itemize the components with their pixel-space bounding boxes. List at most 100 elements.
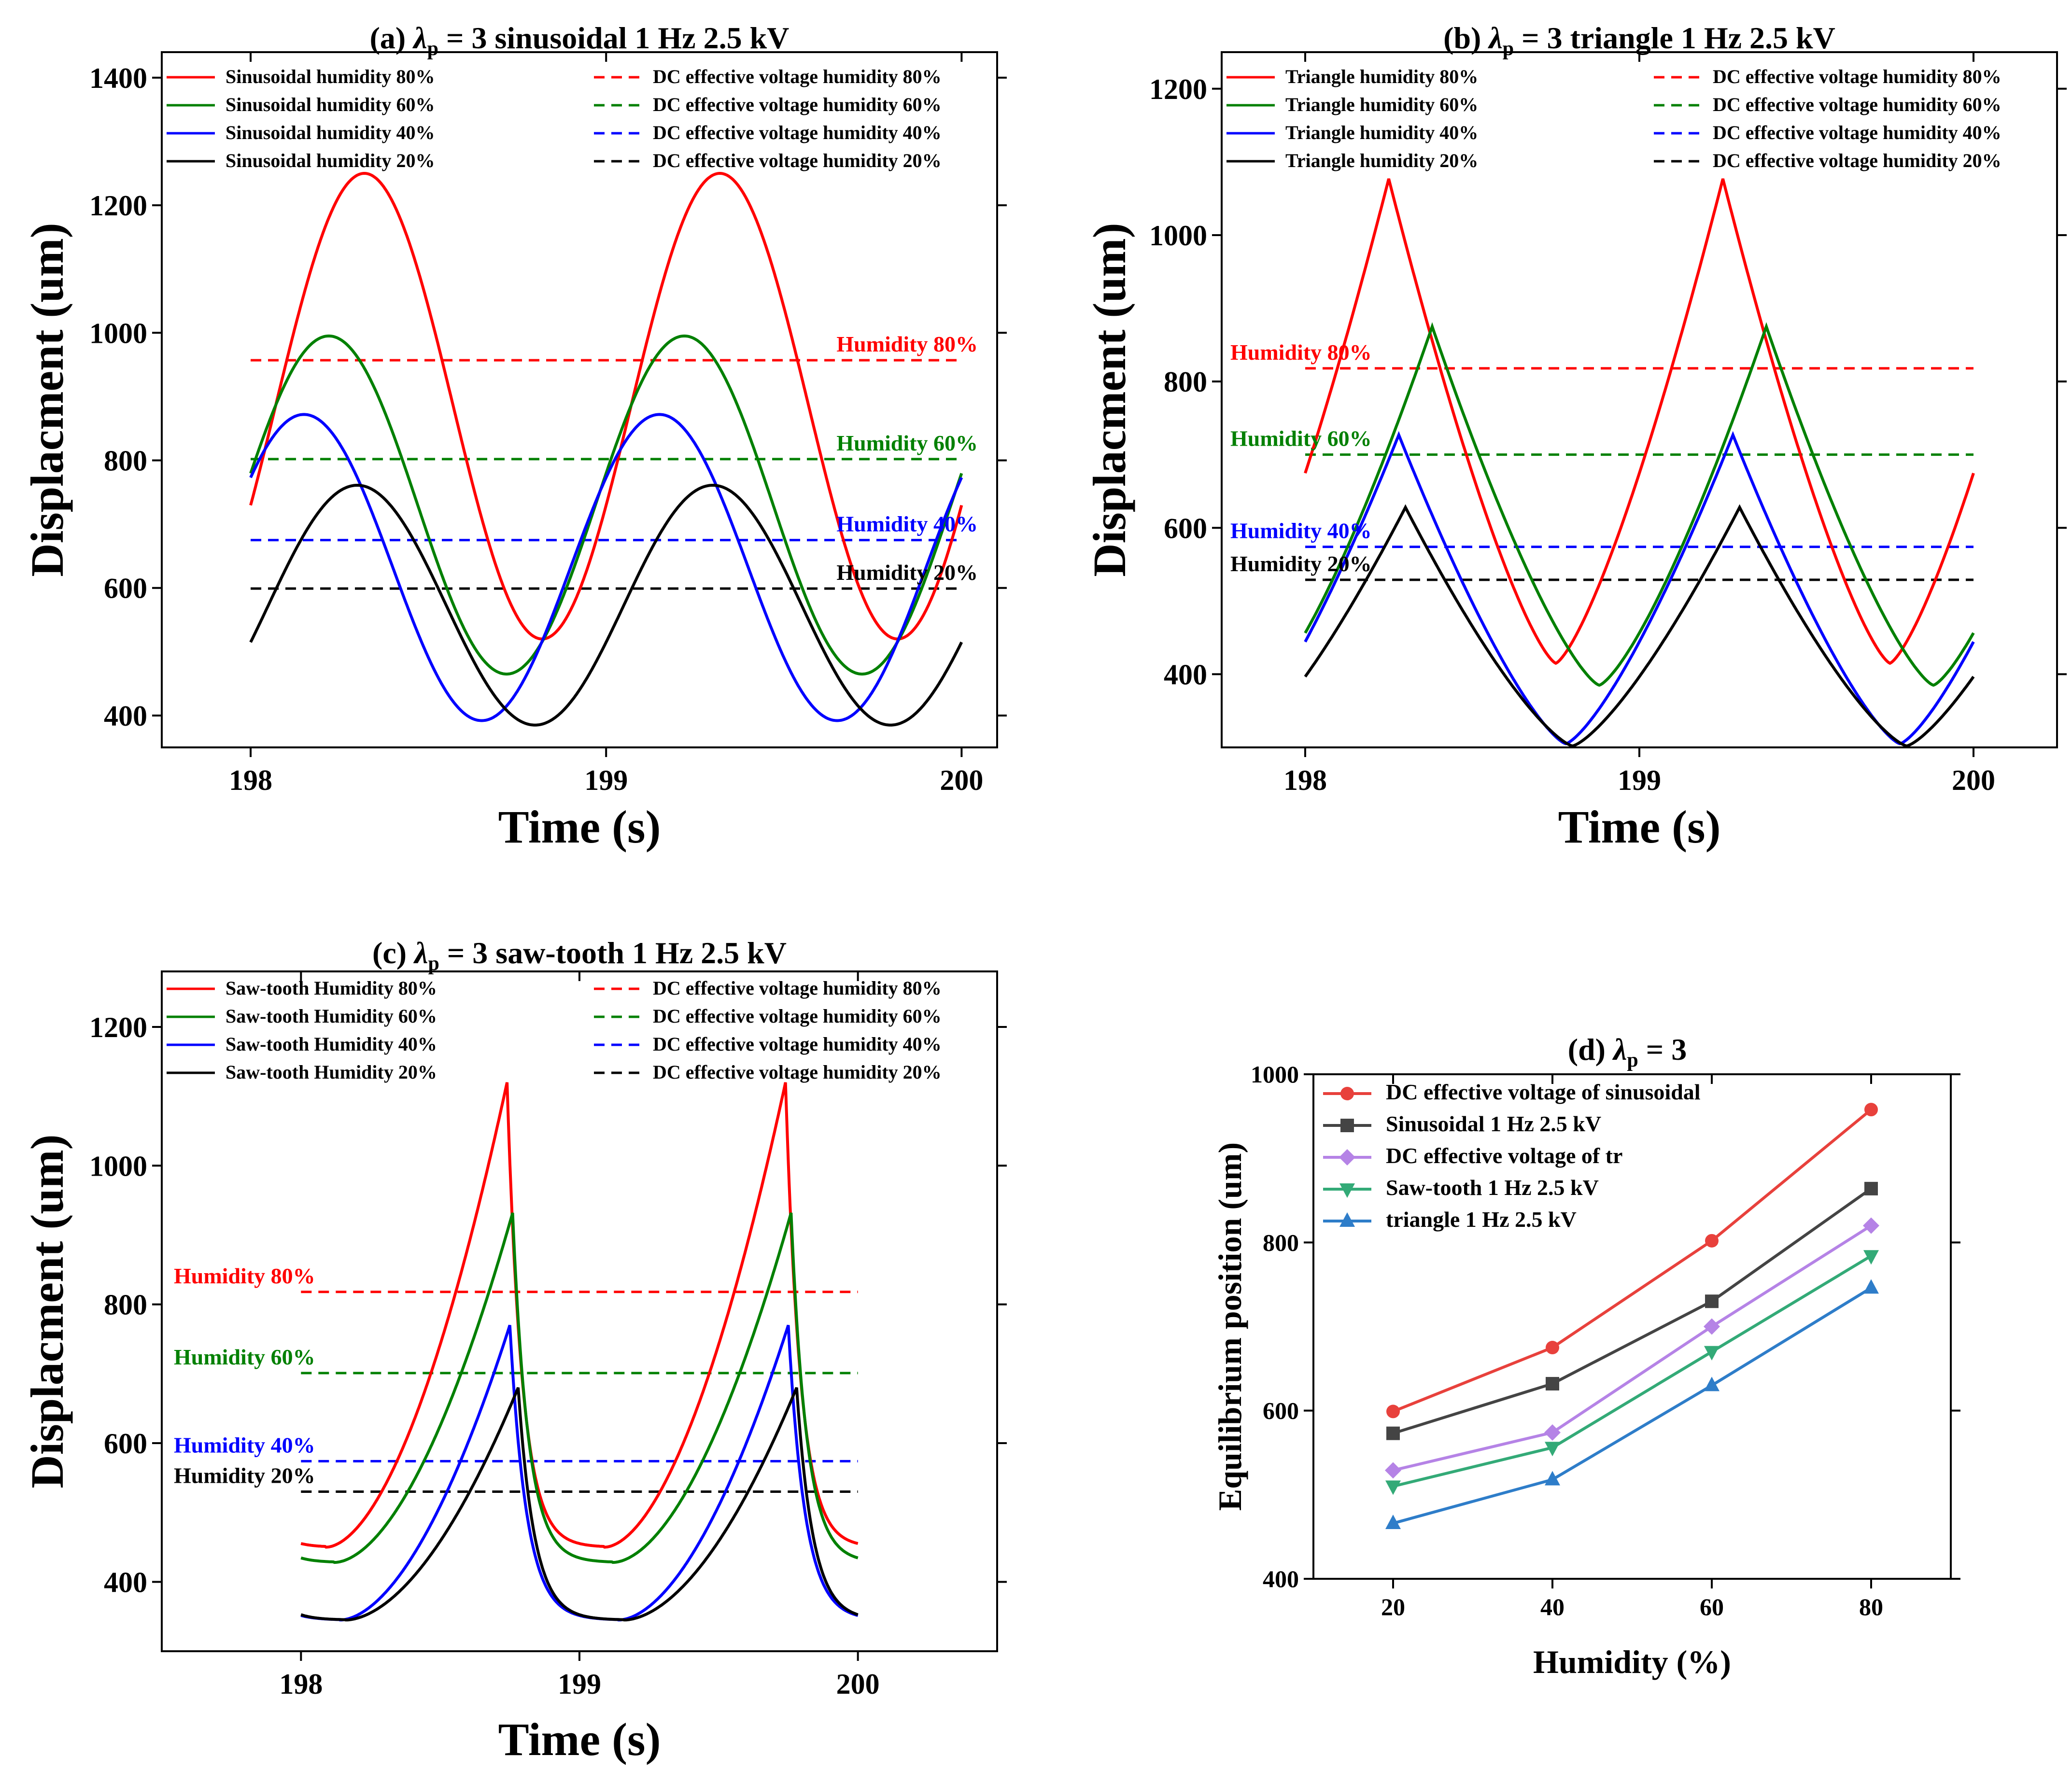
x-tick-label: 198 bbox=[1283, 764, 1327, 796]
title-subscript: p bbox=[428, 953, 439, 975]
legend-marker bbox=[1339, 1183, 1355, 1198]
x-tick-label: 40 bbox=[1540, 1593, 1565, 1620]
y-tick-label: 400 bbox=[104, 700, 147, 732]
dc-label-3: Humidity 40% bbox=[1230, 519, 1372, 543]
title-subscript: p bbox=[427, 38, 438, 60]
y-tick-label: 600 bbox=[104, 1428, 147, 1460]
series-line-1 bbox=[1392, 1108, 1872, 1413]
chart-title-c: (c) λp = 3 saw-tooth 1 Hz 2.5 kV bbox=[372, 936, 787, 975]
legend-label: DC effective voltage of sinusoidal bbox=[1386, 1080, 1701, 1104]
dc-label-2: Humidity 60% bbox=[1230, 426, 1372, 451]
series-line-2 bbox=[1393, 1187, 1872, 1435]
y-tick-label: 1000 bbox=[89, 1150, 147, 1182]
y-tick-label: 800 bbox=[1263, 1229, 1299, 1256]
data-point bbox=[1704, 1346, 1720, 1361]
legend-label: DC effective voltage humidity 20% bbox=[653, 1061, 942, 1083]
x-tick-label: 200 bbox=[836, 1668, 880, 1700]
plot-area-b bbox=[1304, 178, 1975, 747]
data-point bbox=[1385, 1462, 1401, 1479]
y-axis-label: Displacment (um) bbox=[21, 1134, 73, 1488]
legend-marker bbox=[1339, 1212, 1355, 1227]
data-point bbox=[1386, 1426, 1400, 1440]
legend-label: Saw-tooth Humidity 60% bbox=[226, 1005, 437, 1027]
title-suffix: = 3 bbox=[1638, 1032, 1687, 1067]
series-line-4 bbox=[1304, 504, 1975, 747]
legend-label: DC effective voltage humidity 80% bbox=[1713, 66, 2002, 87]
data-point bbox=[1545, 1442, 1560, 1457]
panel-d: (d) λp = 3 20 40 60 80 400 600 800 1000 Humidity … bbox=[1212, 1032, 1960, 1680]
y-tick-label: 600 bbox=[1164, 512, 1207, 544]
legend-label: Sinusoidal 1 Hz 2.5 kV bbox=[1386, 1111, 1601, 1136]
data-point bbox=[1863, 1250, 1879, 1265]
data-point bbox=[1386, 1405, 1400, 1419]
legend-d: DC effective voltage of sinusoidal Sinuso… bbox=[1323, 1080, 1701, 1232]
x-axis-label: Time (s) bbox=[1558, 801, 1721, 853]
legend-label: DC effective voltage humidity 80% bbox=[653, 977, 942, 999]
panel-a: (a) λp = 3 sinusoidal 1 Hz 2.5 kV 198 199 2… bbox=[21, 21, 1007, 853]
data-point bbox=[1545, 1471, 1560, 1486]
legend-label: Triangle humidity 60% bbox=[1285, 94, 1478, 115]
x-tick-label: 199 bbox=[558, 1668, 601, 1700]
y-tick-label: 600 bbox=[104, 573, 147, 604]
data-point bbox=[1863, 1217, 1879, 1234]
panel-b: (b) λp = 3 triangle 1 Hz 2.5 kV 198 199 200… bbox=[1084, 21, 2067, 853]
legend-label: DC effective voltage humidity 20% bbox=[653, 150, 942, 171]
y-axis-label: Equilibrium position (um) bbox=[1212, 1142, 1248, 1511]
dc-label-1: Humidity 80% bbox=[836, 332, 978, 356]
dc-label-3: Humidity 40% bbox=[836, 512, 978, 536]
legend-marker bbox=[1339, 1149, 1355, 1166]
title-subscript: p bbox=[1503, 38, 1514, 60]
title-suffix: = 3 sinusoidal 1 Hz 2.5 kV bbox=[438, 21, 789, 55]
chart-title-a: (a) λp = 3 sinusoidal 1 Hz 2.5 kV bbox=[370, 21, 789, 60]
legend-label: Triangle humidity 80% bbox=[1285, 66, 1478, 87]
legend-label: Triangle humidity 40% bbox=[1285, 122, 1478, 143]
x-axis-label: Time (s) bbox=[498, 801, 661, 853]
axes-frame bbox=[161, 51, 998, 748]
data-point bbox=[1546, 1377, 1559, 1391]
legend-label: DC effective voltage humidity 60% bbox=[653, 1005, 942, 1027]
y-tick-label: 1200 bbox=[89, 1011, 147, 1043]
y-tick-label: 800 bbox=[104, 1289, 147, 1321]
title-lambda: λ bbox=[413, 936, 428, 970]
series-line-1 bbox=[1304, 178, 1975, 665]
dc-label-3: Humidity 40% bbox=[174, 1433, 315, 1457]
plot-area-c bbox=[300, 1082, 859, 1622]
legend-c: Saw-tooth Humidity 80% Saw-tooth Humidity… bbox=[167, 977, 942, 1083]
y-tick-label: 1000 bbox=[89, 317, 147, 349]
x-tick-label: 200 bbox=[940, 764, 983, 796]
dc-label-1: Humidity 80% bbox=[174, 1264, 315, 1288]
data-point bbox=[1863, 1279, 1879, 1294]
legend-label: DC effective voltage humidity 40% bbox=[1713, 122, 2002, 143]
y-tick-label: 400 bbox=[104, 1566, 147, 1598]
dc-label-4: Humidity 20% bbox=[836, 560, 978, 585]
chart-title-d: (d) λp = 3 bbox=[1568, 1032, 1687, 1071]
legend-label: Saw-tooth 1 Hz 2.5 kV bbox=[1386, 1175, 1599, 1200]
legend-label: Sinusoidal humidity 80% bbox=[226, 66, 435, 87]
x-tick-label: 20 bbox=[1381, 1593, 1405, 1620]
legend-label: DC effective voltage humidity 40% bbox=[653, 1033, 942, 1055]
data-point bbox=[1705, 1234, 1719, 1248]
y-tick-label: 1200 bbox=[89, 190, 147, 222]
data-point bbox=[1704, 1318, 1720, 1335]
series-line-4 bbox=[249, 483, 963, 727]
dc-label-2: Humidity 60% bbox=[836, 431, 978, 455]
legend-label: Saw-tooth Humidity 40% bbox=[226, 1033, 437, 1055]
y-tick-label: 600 bbox=[1263, 1397, 1299, 1424]
legend-label: Saw-tooth Humidity 80% bbox=[226, 977, 437, 999]
x-axis-label: Humidity (%) bbox=[1533, 1644, 1731, 1680]
x-tick-label: 198 bbox=[279, 1668, 323, 1700]
data-point bbox=[1544, 1424, 1561, 1441]
legend-label: DC effective voltage humidity 20% bbox=[1713, 150, 2002, 171]
series-line-3 bbox=[1393, 1224, 1872, 1472]
legend-label: DC effective voltage humidity 60% bbox=[1713, 94, 2002, 115]
title-prefix: (a) bbox=[370, 21, 414, 55]
title-lambda: λ bbox=[1487, 21, 1502, 55]
series-line-3 bbox=[1304, 431, 1975, 745]
data-point bbox=[1864, 1181, 1878, 1195]
legend-marker bbox=[1340, 1087, 1354, 1100]
dc-label-4: Humidity 20% bbox=[1230, 551, 1372, 576]
chart-title-b: (b) λp = 3 triangle 1 Hz 2.5 kV bbox=[1443, 21, 1835, 60]
y-tick-label: 400 bbox=[1263, 1565, 1299, 1592]
series-line-4 bbox=[1393, 1254, 1872, 1488]
title-prefix: (d) bbox=[1568, 1032, 1613, 1067]
